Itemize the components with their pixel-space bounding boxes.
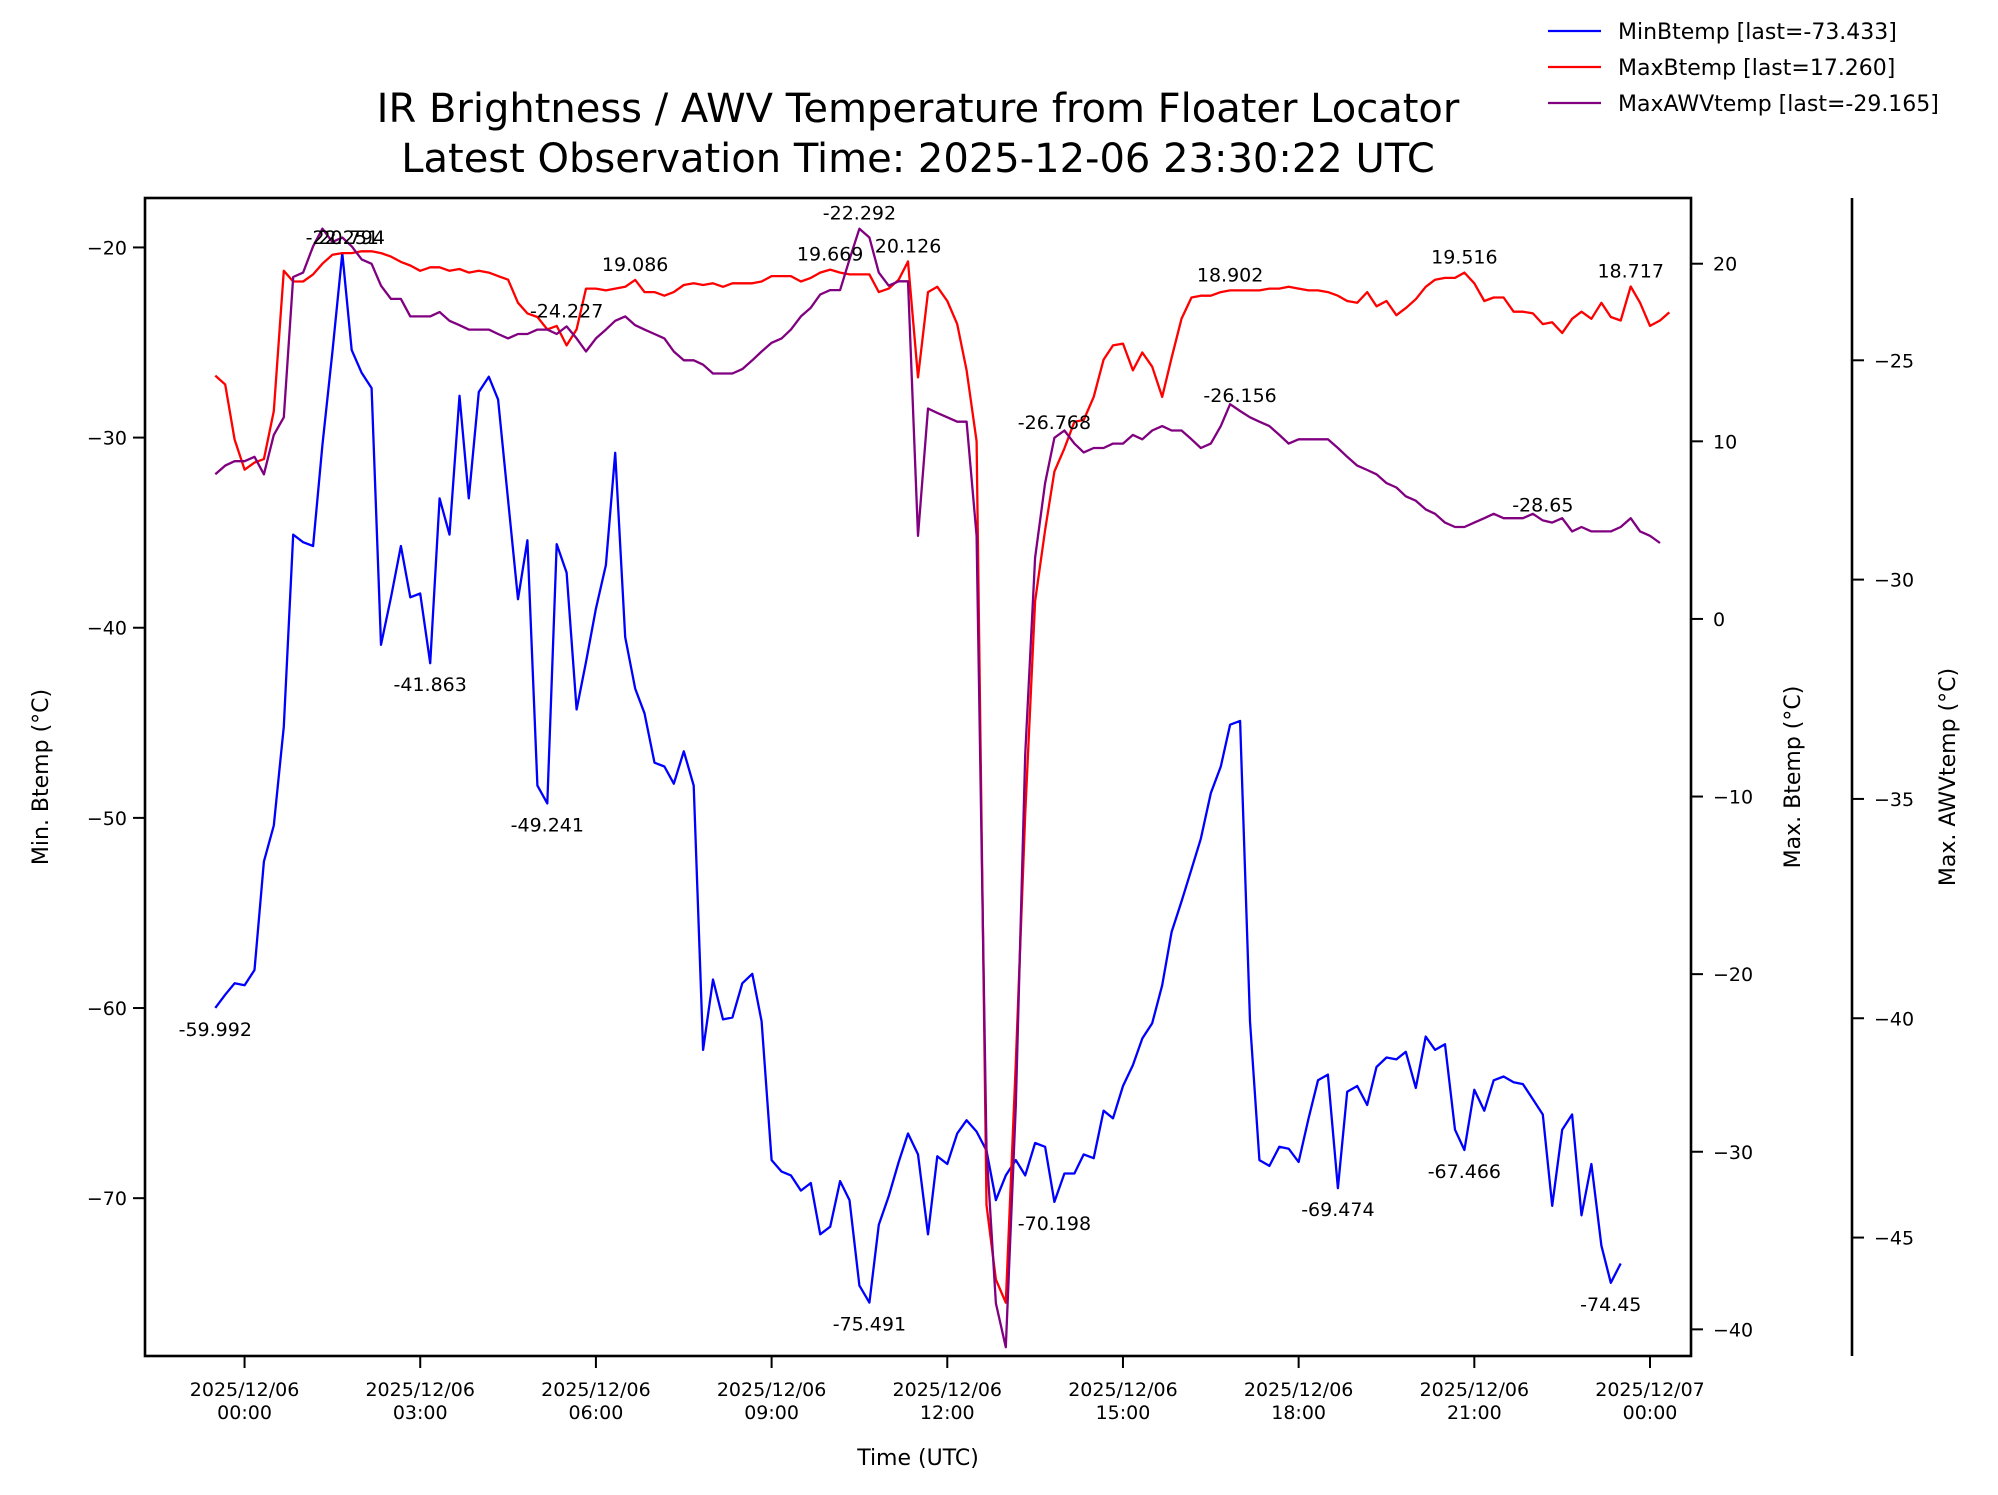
y-left-tick-label: −70 [87,1188,127,1210]
data-label-maxbtemp: 19.516 [1431,247,1497,269]
x-tick-label: 2025/12/06 21:00 [1420,1379,1530,1424]
y-axis-right-2-label: Max. AWVtemp (°C) [1936,668,1961,886]
data-label-maxbtemp: 19.669 [797,244,863,266]
data-label-maxawvtemp: -26.156 [1203,385,1276,407]
data-label-minbtemp: -75.491 [833,1314,906,1336]
x-axis-label: Time (UTC) [856,1446,979,1471]
x-axis: 2025/12/06 00:00 2025/12/06 03:00 2025/12/06… [190,1356,1705,1424]
data-label-minbtemp: -67.466 [1428,1161,1501,1183]
data-label-maxawvtemp: -28.65 [1512,494,1573,516]
y-axis-left: −20 −30 −40 −50 −60 −70 [87,237,145,1210]
legend: MinBtemp [last=-73.433] MaxBtemp [last=17… [1548,20,1939,117]
y-axis-right-1: 20 10 0 −10 −20 −30 −40 [1691,254,1753,1341]
data-label-maxbtemp: 19.086 [602,254,668,276]
series-layer [214,227,1671,1349]
x-tick-label: 2025/12/06 12:00 [893,1379,1003,1424]
chart-title-line-2: Latest Observation Time: 2025-12-06 23:3… [401,136,1435,182]
y-axis-right-1-label: Max. Btemp (°C) [1781,686,1806,869]
x-tick-label: 2025/12/06 18:00 [1244,1379,1354,1424]
y-left-tick-label: −40 [87,618,127,640]
data-label-minbtemp: -69.474 [1301,1199,1374,1221]
y-right1-tick-label: −10 [1713,787,1753,809]
data-label-maxawvtemp: -24.227 [530,300,603,322]
y-right2-tick-label: −40 [1874,1008,1914,1030]
x-tick-label: 2025/12/06 09:00 [717,1379,827,1424]
data-label-maxawvtemp: -22.292 [823,203,896,225]
data-label-maxbtemp: 20.126 [875,235,941,257]
y-right2-tick-label: −35 [1874,789,1914,811]
data-label-maxawvtemp: -26.768 [1018,412,1091,434]
y-right1-tick-label: 0 [1713,609,1725,631]
y-left-tick-label: −20 [87,237,127,259]
y-right1-tick-label: −40 [1713,1319,1753,1341]
data-label-maxbtemp: 18.717 [1597,261,1663,283]
y-right1-tick-label: −30 [1713,1142,1753,1164]
legend-label-maxbtemp: MaxBtemp [last=17.260] [1618,56,1895,81]
y-axis-left-label: Min. Btemp (°C) [29,689,54,865]
y-right2-tick-label: −30 [1874,570,1914,592]
legend-label-maxawvtemp: MaxAWVtemp [last=-29.165] [1618,92,1939,117]
x-tick-label: 2025/12/06 06:00 [541,1379,651,1424]
y-right2-tick-label: −45 [1874,1228,1914,1250]
series-line-minbtemp [214,251,1622,1304]
y-left-tick-label: −30 [87,428,127,450]
data-label-minbtemp: -49.241 [511,814,584,836]
data-label-minbtemp: -22.251 [306,227,379,249]
x-tick-label: 2025/12/06 00:00 [190,1379,300,1424]
data-label-minbtemp: -59.992 [179,1019,252,1041]
x-tick-label: 2025/12/06 03:00 [365,1379,475,1424]
y-right1-tick-label: 10 [1713,431,1737,453]
series-line-maxawvtemp [214,227,1661,1349]
y-right1-tick-label: 20 [1713,254,1737,276]
y-right1-tick-label: −20 [1713,964,1753,986]
x-tick-label: 2025/12/07 00:00 [1595,1379,1705,1424]
y-right2-tick-label: −25 [1874,350,1914,372]
y-left-tick-label: −60 [87,998,127,1020]
y-left-tick-label: −50 [87,808,127,830]
x-tick-label: 2025/12/06 15:00 [1068,1379,1178,1424]
chart-title-line-1: IR Brightness / AWV Temperature from Flo… [377,86,1460,132]
annotation-layer: -59.992 -22.251 -41.863 -49.241 -75.491 -70.1… [179,203,1664,1336]
series-line-maxbtemp [214,250,1671,1304]
data-label-maxbtemp: 20.794 [318,227,384,249]
data-label-minbtemp: -41.863 [394,674,467,696]
data-label-minbtemp: -70.198 [1018,1213,1091,1235]
data-label-minbtemp: -74.45 [1580,1294,1641,1316]
plot-frame [143,196,1693,1358]
data-label-maxbtemp: 18.902 [1197,264,1263,286]
y-axis-right-2: −25 −30 −35 −40 −45 [1852,350,1914,1250]
legend-label-minbtemp: MinBtemp [last=-73.433] [1618,20,1897,45]
